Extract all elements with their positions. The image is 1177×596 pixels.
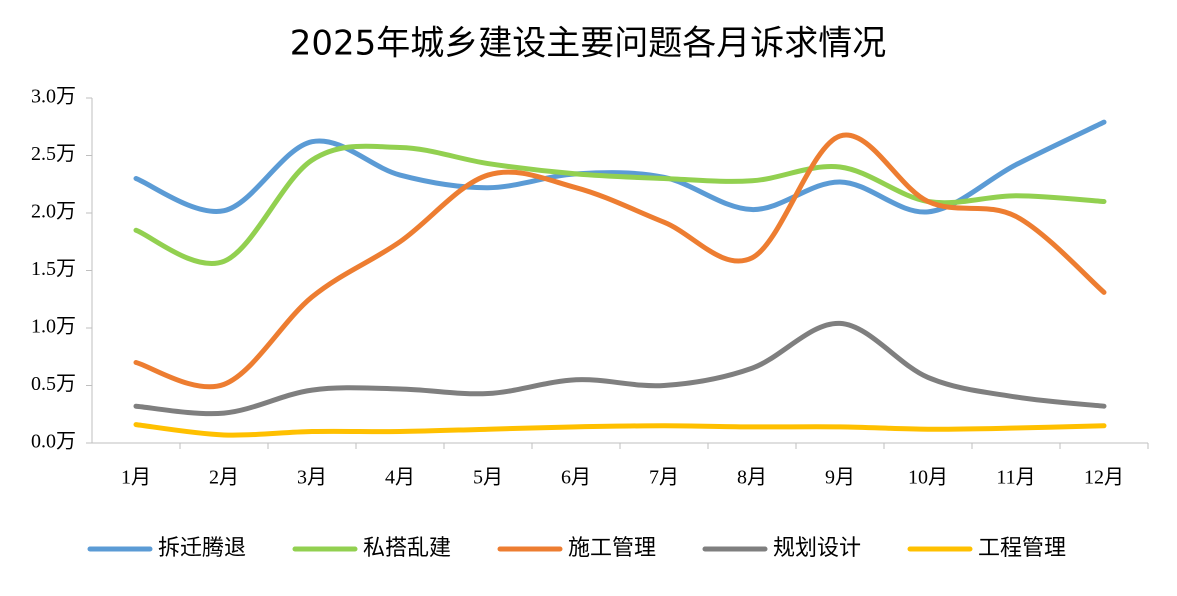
- y-tick-label: 0.0万: [31, 431, 76, 453]
- y-tick-label: 3.0万: [31, 86, 76, 108]
- x-tick-label: 1月: [121, 467, 151, 489]
- y-tick-label: 2.5万: [31, 143, 76, 165]
- y-tick-label: 1.5万: [31, 258, 76, 280]
- x-tick-label: 6月: [561, 467, 591, 489]
- chart-title: 2025年城乡建设主要问题各月诉求情况: [290, 24, 887, 64]
- x-tick-label: 10月: [908, 467, 948, 489]
- x-tick-label: 8月: [737, 467, 767, 489]
- legend-label: 规划设计: [773, 536, 861, 561]
- series-line: [133, 119, 1107, 215]
- series-line: [133, 422, 1107, 438]
- x-tick-label: 12月: [1084, 467, 1124, 489]
- legend-label: 私搭乱建: [363, 536, 451, 561]
- legend-label: 施工管理: [568, 536, 656, 561]
- series-line: [133, 320, 1107, 417]
- x-tick-label: 3月: [297, 467, 327, 489]
- y-tick-label: 0.5万: [31, 373, 76, 395]
- y-tick-label: 1.0万: [31, 316, 76, 338]
- x-tick-label: 9月: [825, 467, 855, 489]
- x-tick-label: 4月: [385, 467, 415, 489]
- x-tick-label: 2月: [209, 467, 239, 489]
- y-tick-label: 2.0万: [31, 201, 76, 223]
- legend-label: 拆迁腾退: [158, 536, 246, 561]
- legend-label: 工程管理: [978, 536, 1066, 561]
- x-tick-label: 7月: [649, 467, 679, 489]
- x-tick-label: 5月: [473, 467, 503, 489]
- series-line: [133, 132, 1107, 390]
- x-tick-label: 11月: [996, 467, 1035, 489]
